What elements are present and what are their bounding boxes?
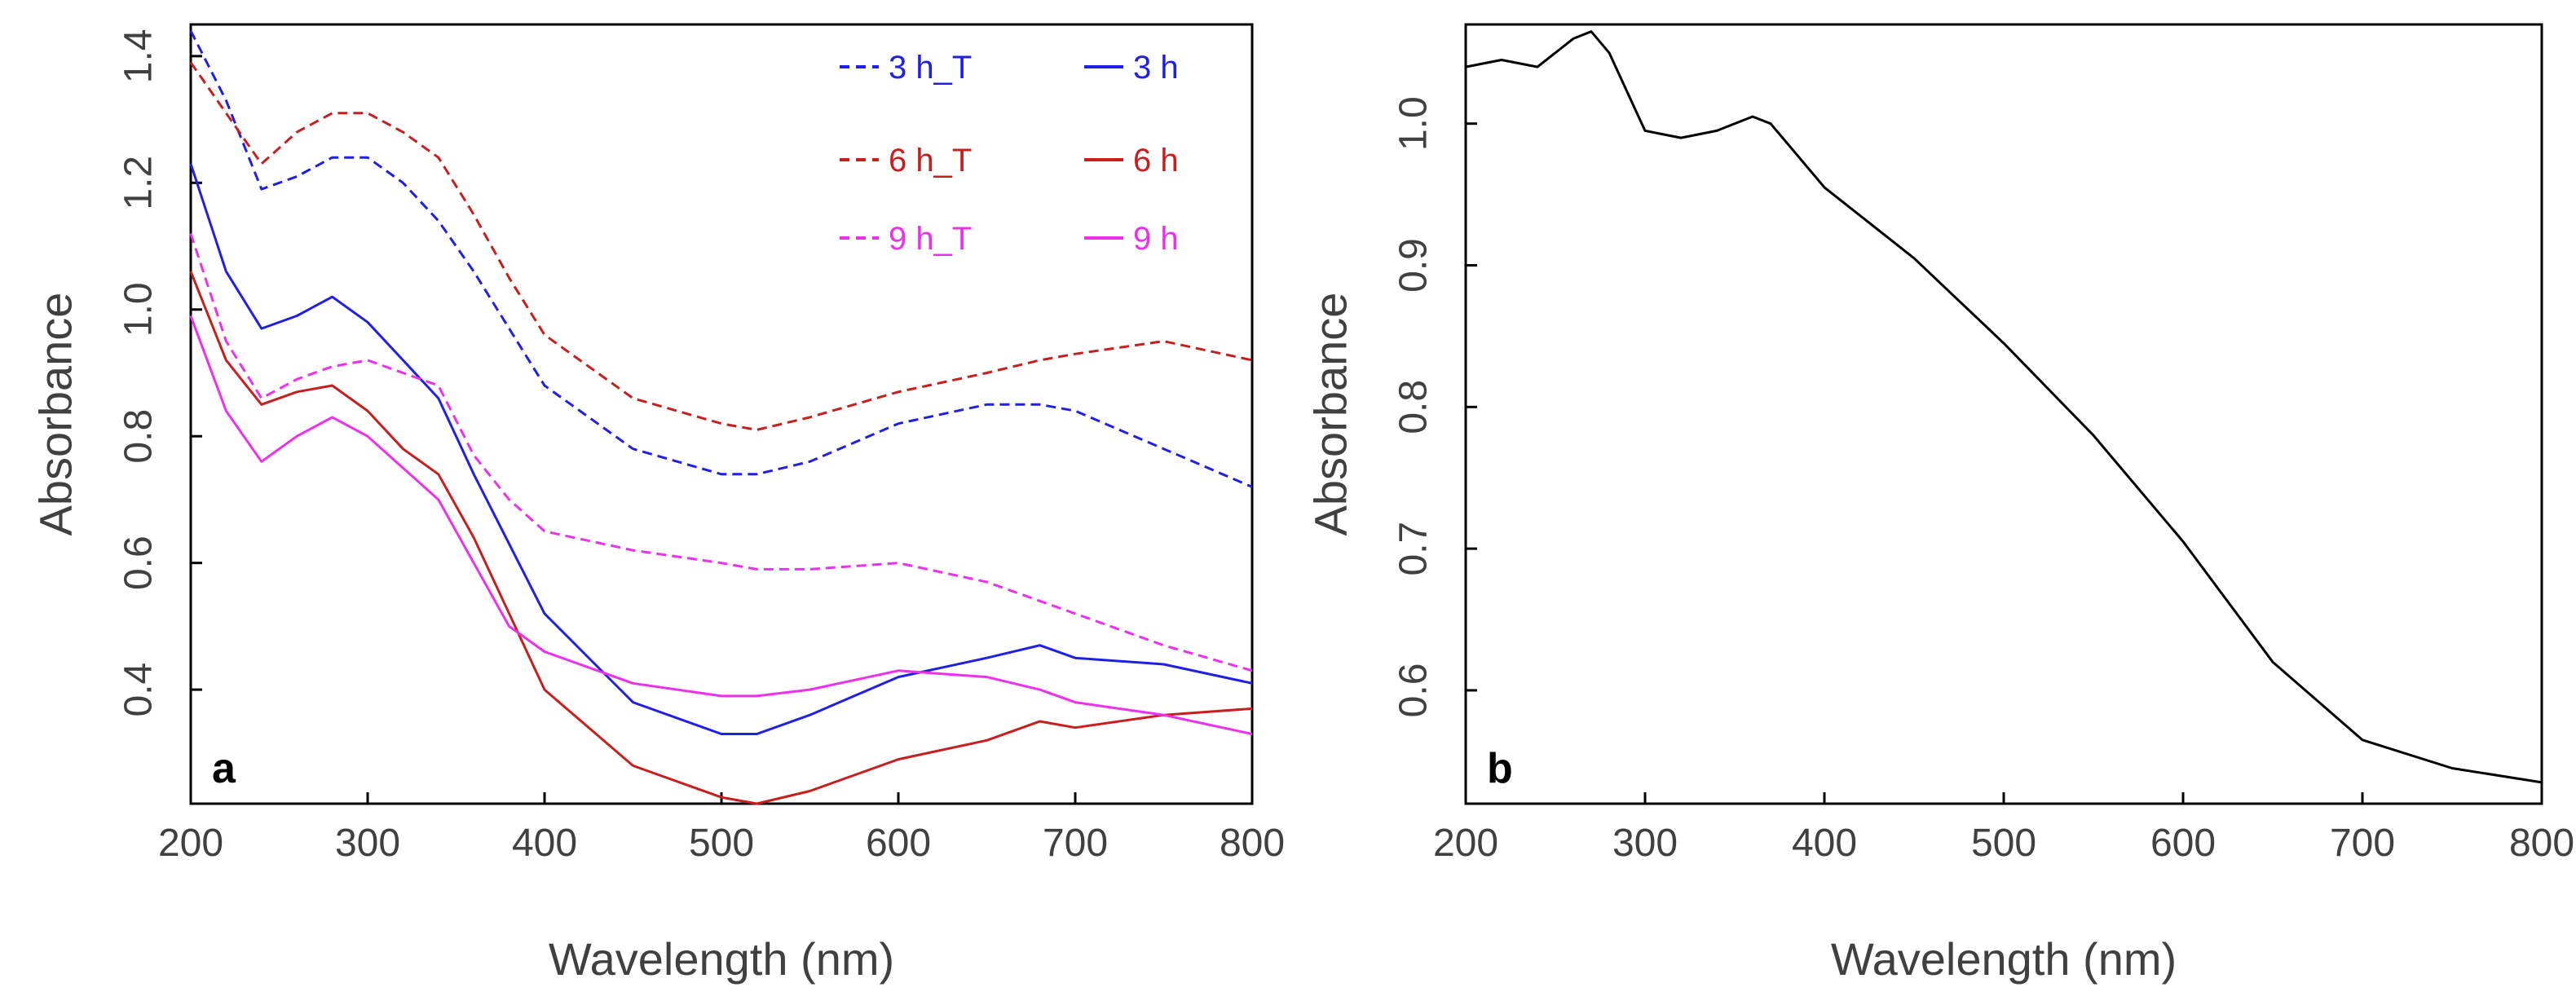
x-tick-label: 700: [1043, 822, 1108, 865]
panel-a: 200 300 400 500 600 700 800 0.4 0.6 0.8 1.0 1.2 1.4 W…: [30, 23, 1285, 985]
x-tick-label: 200: [1433, 822, 1498, 865]
y-tick-label: 0.6: [117, 536, 161, 590]
y-tick-label: 0.7: [1392, 522, 1436, 576]
x-tick-label: 300: [1612, 822, 1678, 865]
y-tick-label: 0.4: [117, 663, 161, 717]
y-tick-label: 0.8: [1392, 380, 1436, 434]
x-tick-label: 600: [866, 822, 931, 865]
y-axis-label: Absorbance: [1305, 293, 1356, 536]
series-line-9-h: [189, 315, 1253, 735]
x-tick-label: 400: [1792, 822, 1857, 865]
x-tick-label: 400: [512, 822, 577, 865]
x-tick-label: 600: [2150, 822, 2216, 865]
y-axis-label: Absorbance: [30, 293, 82, 536]
panel-b: 200 300 400 500 600 700 800 0.6 0.7 0.8 0.9 1.0 Wave…: [1305, 23, 2574, 985]
y-tick-label: 1.0: [1392, 96, 1436, 151]
panel-label: a: [212, 745, 236, 792]
legend-label: 6 h_T: [889, 143, 972, 179]
x-tick-label: 200: [158, 822, 223, 865]
legend-label: 9 h_T: [889, 221, 972, 257]
panel-label: b: [1487, 745, 1513, 792]
series-line-9-h-t: [189, 233, 1253, 672]
y-tick-label: 0.6: [1392, 663, 1436, 718]
legend-label: 6 h: [1133, 143, 1179, 179]
x-tick-label: 500: [689, 822, 754, 865]
y-tick-label: 0.9: [1392, 238, 1436, 293]
plot-frame: [189, 23, 1254, 805]
series-line-3-h-t: [189, 30, 1253, 488]
series-line-0: [1465, 30, 2543, 784]
y-tick-label: 1.0: [117, 282, 161, 337]
x-tick-label: 500: [1971, 822, 2036, 865]
y-tick-label: 1.4: [117, 29, 161, 83]
plot-frame: [1464, 23, 2543, 805]
legend-label: 3 h_T: [889, 50, 972, 86]
x-axis-label: Wavelength (nm): [549, 933, 894, 985]
x-tick-label: 800: [1220, 822, 1285, 865]
x-tick-label: 800: [2509, 822, 2574, 865]
x-axis-label: Wavelength (nm): [1831, 933, 2177, 985]
series-line-3-h: [189, 163, 1253, 735]
x-tick-label: 700: [2330, 822, 2395, 865]
legend-label: 3 h: [1133, 50, 1179, 86]
y-tick-label: 1.2: [117, 156, 161, 210]
y-tick-label: 0.8: [117, 409, 161, 464]
legend-label: 9 h: [1133, 221, 1179, 257]
series-line-6-h-t: [189, 61, 1253, 431]
x-tick-label: 300: [335, 822, 400, 865]
series-line-6-h: [189, 271, 1253, 805]
